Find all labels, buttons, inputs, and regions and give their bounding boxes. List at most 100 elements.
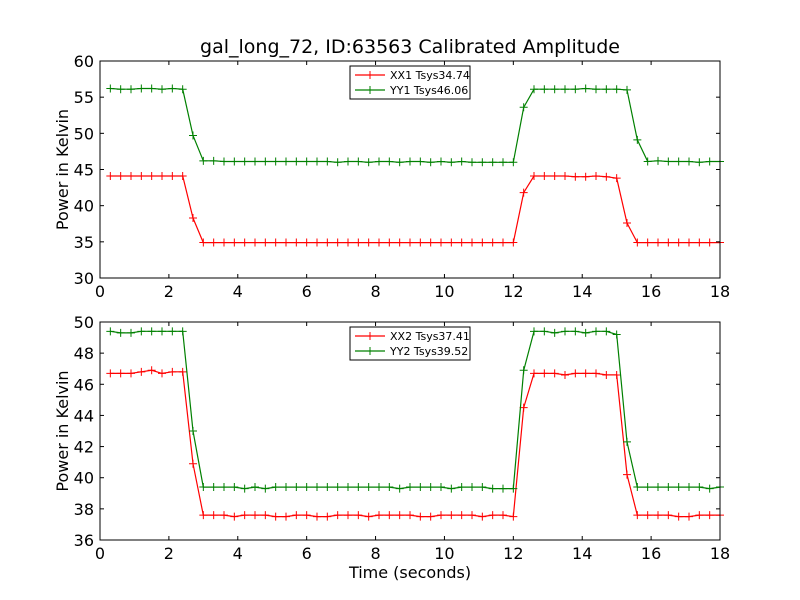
top-x-tick-label: 0 xyxy=(95,282,105,301)
bottom-data-point xyxy=(416,483,425,492)
top-data-point xyxy=(178,85,187,94)
bottom-data-point xyxy=(674,512,683,521)
top-data-point xyxy=(530,172,538,181)
top-data-point xyxy=(550,172,559,181)
bottom-data-point xyxy=(705,511,714,520)
bottom-data-point xyxy=(664,483,673,492)
top-data-point xyxy=(643,157,652,166)
bottom-data-point xyxy=(437,483,445,492)
bottom-data-point xyxy=(519,366,528,375)
top-data-point xyxy=(499,238,507,247)
bottom-data-point xyxy=(633,511,642,520)
top-data-point xyxy=(106,172,115,181)
bottom-data-point xyxy=(158,369,166,378)
bottom-data-point xyxy=(220,483,228,492)
top-data-point xyxy=(116,85,125,94)
bottom-legend-label: YY2 Tsys39.52 xyxy=(389,345,468,358)
bottom-data-point xyxy=(106,327,115,336)
top-data-point xyxy=(499,158,507,167)
top-data-point xyxy=(240,238,249,247)
bottom-data-point xyxy=(282,483,290,492)
top-data-point xyxy=(581,172,590,181)
bottom-data-point xyxy=(333,511,342,520)
top-data-point xyxy=(468,238,476,247)
bottom-data-point xyxy=(406,483,414,492)
bottom-data-point xyxy=(416,512,425,521)
top-data-point xyxy=(147,84,156,93)
top-data-point xyxy=(220,238,228,247)
top-data-point xyxy=(654,156,662,165)
top-legend: XX1 Tsys34.74 YY1 Tsys46.06 xyxy=(349,65,471,100)
bottom-data-point xyxy=(592,327,600,336)
bottom-data-point xyxy=(540,327,549,336)
top-x-tick-label: 10 xyxy=(434,282,454,301)
top-data-point xyxy=(571,172,580,181)
bottom-x-tick-label: 14 xyxy=(572,544,592,563)
top-data-point xyxy=(509,238,518,247)
bottom-data-point xyxy=(385,483,394,492)
bottom-data-point xyxy=(643,511,652,520)
top-data-point xyxy=(623,219,631,228)
top-data-point xyxy=(364,158,373,167)
bottom-data-point xyxy=(550,369,559,378)
bottom-data-point xyxy=(685,512,693,521)
top-data-point xyxy=(230,238,239,247)
bottom-data-point xyxy=(488,484,497,493)
top-data-point xyxy=(509,158,518,167)
top-data-point xyxy=(271,157,280,166)
top-data-point xyxy=(333,238,342,247)
bottom-data-point xyxy=(178,327,187,336)
top-data-point xyxy=(158,172,166,181)
bottom-data-point xyxy=(333,483,342,492)
top-data-point xyxy=(323,238,332,247)
top-data-point xyxy=(271,238,280,247)
bottom-data-point xyxy=(488,511,497,520)
top-x-tick-label: 14 xyxy=(572,282,592,301)
bottom-data-point xyxy=(499,484,507,493)
bottom-data-point xyxy=(468,511,476,520)
bottom-legend-marker xyxy=(366,332,374,340)
top-data-point xyxy=(158,85,166,94)
top-data-point xyxy=(261,238,270,247)
bottom-data-point xyxy=(127,369,135,378)
bottom-data-point xyxy=(457,511,466,520)
bottom-data-point xyxy=(478,483,487,492)
top-x-tick-label: 6 xyxy=(302,282,312,301)
bottom-y-tick-label: 38 xyxy=(74,500,94,519)
top-x-tick-label: 12 xyxy=(503,282,523,301)
top-data-point xyxy=(602,85,611,94)
top-data-point xyxy=(354,157,363,166)
top-data-point xyxy=(385,157,394,166)
bottom-data-point xyxy=(643,483,652,492)
bottom-data-point xyxy=(302,483,311,492)
top-data-point xyxy=(282,157,290,166)
top-data-point xyxy=(406,238,414,247)
top-data-point xyxy=(147,172,156,181)
bottom-data-point xyxy=(189,459,197,468)
top-data-point xyxy=(220,157,228,166)
top-data-point xyxy=(592,172,600,181)
bottom-data-point xyxy=(581,369,590,378)
top-data-point xyxy=(240,157,249,166)
bottom-data-point xyxy=(623,437,631,446)
bottom-data-point xyxy=(344,483,352,492)
bottom-data-point xyxy=(209,511,218,520)
top-data-point xyxy=(209,156,218,165)
top-data-point xyxy=(488,238,497,247)
top-data-point xyxy=(375,238,383,247)
top-data-point xyxy=(406,157,414,166)
top-data-point xyxy=(674,238,683,247)
top-data-point xyxy=(519,188,528,197)
bottom-data-point xyxy=(168,367,177,376)
top-data-point xyxy=(302,157,311,166)
top-data-point xyxy=(623,85,631,94)
top-data-point xyxy=(106,84,115,93)
top-data-point xyxy=(602,172,611,181)
bottom-data-point xyxy=(313,512,321,521)
bottom-y-tick-label: 42 xyxy=(74,438,94,457)
top-data-point xyxy=(178,172,187,181)
bottom-data-point xyxy=(116,369,125,378)
top-data-point xyxy=(395,158,404,167)
top-y-axis-label: Power in Kelvin xyxy=(53,109,72,230)
